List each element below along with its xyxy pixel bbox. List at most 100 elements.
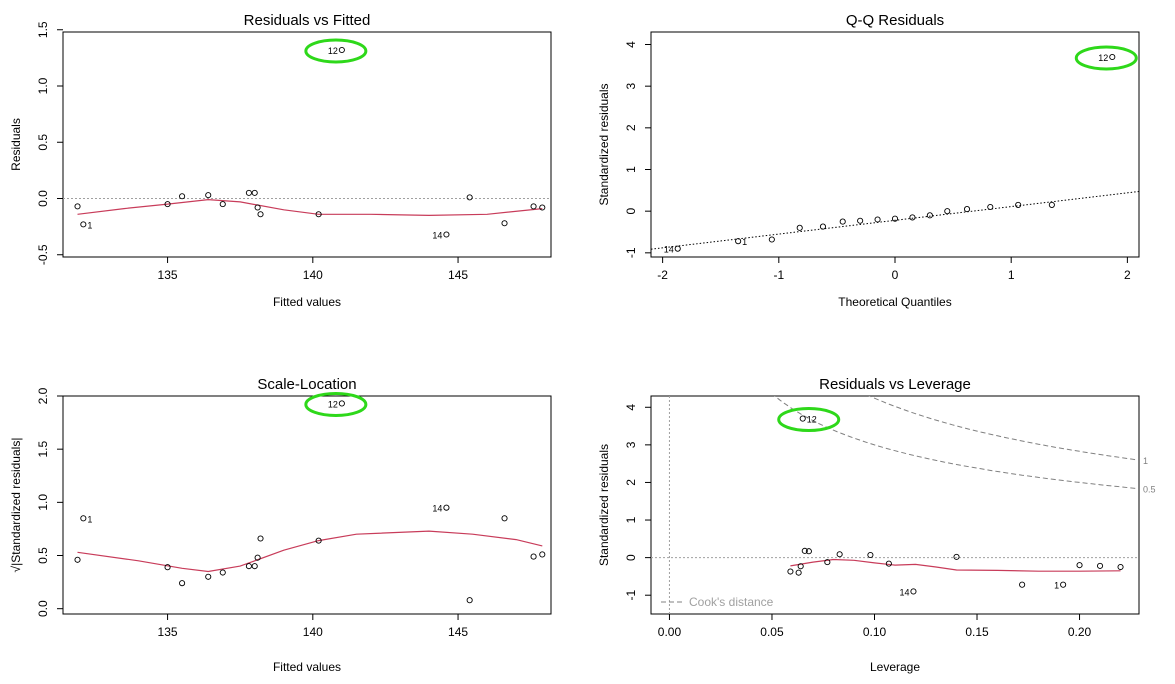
y-tick-label: -0.5	[36, 244, 50, 265]
plot-area	[651, 396, 1139, 614]
chart-title: Residuals vs Fitted	[244, 12, 371, 29]
chart-title: Q-Q Residuals	[846, 12, 944, 29]
y-tick-label: -1	[624, 247, 638, 258]
smoother-line	[77, 198, 543, 217]
highlight-ellipse	[304, 38, 368, 64]
data-point	[795, 569, 802, 576]
data-point	[1096, 562, 1104, 569]
point-label: 12	[328, 399, 338, 409]
x-axis-label: Leverage	[870, 660, 920, 674]
point-label: 14	[432, 504, 442, 514]
cooks-distance-contour	[868, 396, 1137, 461]
plot-frame	[62, 31, 552, 258]
data-point	[874, 216, 881, 223]
y-tick-label: 2	[624, 124, 638, 131]
data-point	[74, 556, 81, 563]
data-point	[205, 573, 212, 580]
data-point	[909, 214, 916, 221]
y-tick-label: 3	[624, 83, 638, 90]
y-axis-label: Standardized residuals	[597, 444, 611, 566]
y-tick-label: 1.0	[36, 494, 50, 511]
plot-area	[651, 190, 1139, 250]
data-point	[987, 203, 994, 211]
data-point	[338, 400, 345, 407]
chart-panel-3: Scale-Location Fitted values √|Standardize…	[9, 376, 552, 674]
x-tick-label: 0.10	[863, 625, 887, 639]
plot-area	[77, 530, 543, 573]
y-tick-label: 2	[624, 479, 638, 486]
data-point	[801, 547, 808, 554]
y-tick-label: 1.5	[36, 21, 50, 38]
data-point	[254, 554, 261, 561]
y-tick-label: 0.5	[36, 134, 50, 151]
y-tick-label: 0.0	[36, 190, 50, 207]
plot-area	[63, 198, 551, 217]
data-point	[205, 192, 212, 199]
data-point	[501, 515, 508, 522]
y-tick-label: 0.5	[36, 547, 50, 564]
data-point	[245, 563, 252, 570]
data-point	[797, 563, 804, 570]
data-point	[466, 194, 473, 201]
data-point	[539, 551, 546, 558]
y-axis-label: Residuals	[9, 118, 23, 171]
data-point	[787, 568, 794, 575]
x-axis-label: Theoretical Quantiles	[838, 295, 951, 309]
data-point	[539, 204, 546, 211]
data-point	[530, 553, 537, 560]
data-point	[164, 564, 171, 571]
data-point	[257, 211, 264, 218]
data-point	[443, 231, 450, 238]
y-tick-label: 4	[624, 404, 638, 411]
x-tick-label: 135	[158, 268, 178, 282]
y-tick-label: 0.0	[36, 600, 50, 617]
y-tick-label: 2.0	[36, 387, 50, 404]
data-point	[466, 597, 473, 604]
x-tick-label: -1	[773, 268, 784, 282]
data-point	[963, 206, 971, 213]
data-point	[251, 189, 258, 196]
highlight-ellipse	[304, 391, 368, 417]
x-tick-label: 140	[303, 625, 323, 639]
y-tick-label: -1	[624, 590, 638, 601]
point-label: 14	[432, 231, 442, 241]
chart-panel-4: Residuals vs Leverage Leverage Standardize…	[597, 376, 1156, 674]
x-axis-label: Fitted values	[273, 660, 341, 674]
x-tick-label: 140	[303, 268, 323, 282]
x-tick-label: 1	[1008, 268, 1015, 282]
data-point	[257, 535, 264, 542]
x-tick-label: 2	[1124, 268, 1131, 282]
x-tick-label: 0	[892, 268, 899, 282]
data-point	[245, 189, 252, 196]
point-label: 12	[807, 415, 817, 425]
data-point	[805, 548, 812, 555]
data-point	[891, 215, 899, 222]
chart-title: Scale-Location	[257, 376, 356, 393]
data-point	[179, 193, 186, 200]
point-label: 1	[87, 514, 92, 524]
smoother-line	[77, 530, 543, 573]
y-tick-label: 1	[624, 166, 638, 173]
point-label: 1	[742, 237, 747, 247]
cooks-contour-label: 0.5	[1143, 485, 1156, 495]
point-label: 1	[1054, 581, 1059, 591]
y-tick-label: 1	[624, 516, 638, 523]
smoother-line	[790, 558, 1121, 572]
data-point	[254, 204, 261, 211]
data-point	[315, 211, 322, 218]
data-point	[80, 515, 87, 522]
x-tick-label: 135	[158, 625, 178, 639]
point-label: 14	[899, 587, 909, 597]
data-point	[315, 537, 322, 544]
data-point	[796, 224, 803, 231]
x-tick-label: 0.20	[1068, 625, 1092, 639]
data-point	[1019, 581, 1026, 588]
x-axis-label: Fitted values	[273, 295, 341, 309]
data-point	[953, 553, 960, 560]
data-point	[735, 238, 742, 245]
cooks-contour-label: 1	[1143, 456, 1148, 466]
data-point	[219, 201, 226, 208]
highlight-ellipse	[777, 407, 841, 433]
data-point	[1060, 581, 1067, 588]
